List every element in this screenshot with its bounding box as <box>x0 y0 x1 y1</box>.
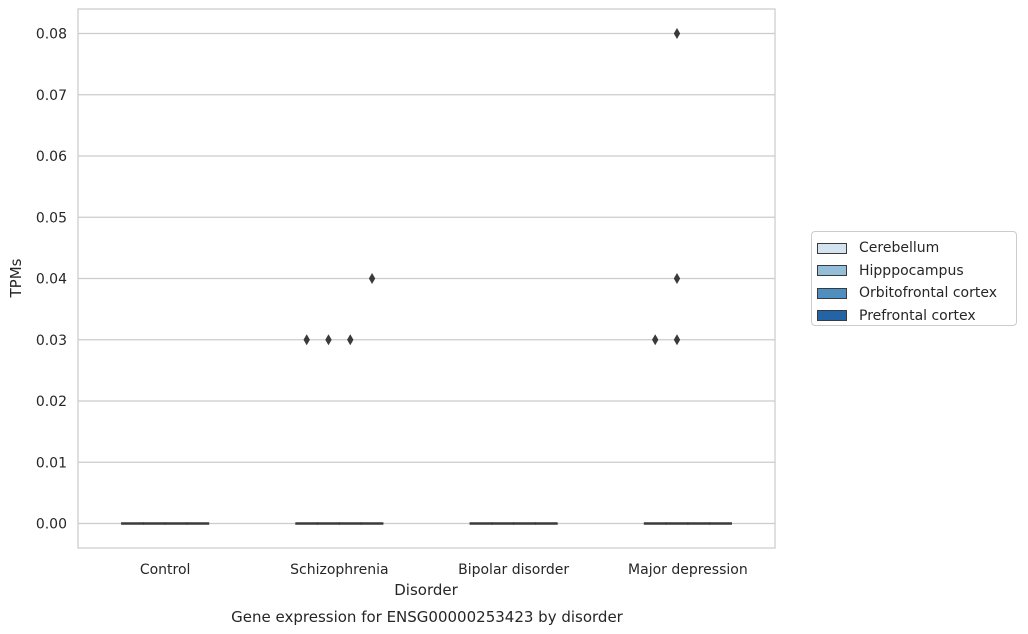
x-tick-label: Schizophrenia <box>290 562 388 578</box>
outlier-point <box>368 273 376 284</box>
boxes <box>121 522 732 525</box>
y-tick-label: 0.02 <box>36 394 67 410</box>
y-tick-label: 0.03 <box>36 333 67 349</box>
outliers <box>303 28 681 346</box>
legend-swatch <box>817 310 847 322</box>
chart-title: Gene expression for ENSG00000253423 by d… <box>231 608 624 626</box>
y-tick-label: 0.06 <box>36 149 67 165</box>
y-tick-label: 0.01 <box>36 455 67 471</box>
y-tick-label: 0.07 <box>36 88 67 104</box>
y-tick-label: 0.04 <box>36 272 67 288</box>
gridlines <box>78 32 775 525</box>
legend-item-orbitofrontal-cortex: Orbitofrontal cortex <box>817 282 1016 305</box>
y-tick-label: 0.00 <box>36 517 67 533</box>
x-tick-labels: Control Schizophrenia Bipolar disorder Majo… <box>140 562 748 578</box>
outlier-point <box>673 273 681 284</box>
legend-swatch <box>817 265 847 277</box>
outlier-point <box>347 334 354 346</box>
plot-area-frame <box>77 8 776 549</box>
legend-swatch <box>817 287 847 299</box>
legend-item-hippocampus: Hipppocampus <box>817 260 1016 283</box>
x-tick-label: Major depression <box>628 562 748 578</box>
y-tick-label: 0.08 <box>36 27 67 43</box>
legend-swatch <box>817 242 847 254</box>
legend-item-cerebellum: Cerebellum <box>817 237 1016 260</box>
y-tick-labels: 0.00 0.01 0.02 0.03 0.04 0.05 0.06 0.07 0.08 <box>36 27 67 533</box>
legend-label: Hipppocampus <box>859 262 964 279</box>
x-tick-label: Bipolar disorder <box>458 562 569 578</box>
x-tick-label: Control <box>140 562 191 578</box>
legend-label: Orbitofrontal cortex <box>859 285 997 302</box>
legend-label: Cerebellum <box>859 240 940 257</box>
x-axis-title: Disorder <box>394 581 458 599</box>
outlier-point <box>652 334 659 346</box>
outlier-point <box>303 334 310 346</box>
outlier-point <box>673 28 681 39</box>
y-axis-title: TPMs <box>7 258 25 298</box>
outlier-point <box>325 334 332 346</box>
outlier-point <box>673 334 681 346</box>
legend: Cerebellum Hipppocampus Orbitofrontal co… <box>811 231 1017 326</box>
legend-item-prefrontal-cortex: Prefrontal cortex <box>817 305 1016 328</box>
legend-label: Prefrontal cortex <box>859 307 976 324</box>
y-tick-label: 0.05 <box>36 210 67 226</box>
